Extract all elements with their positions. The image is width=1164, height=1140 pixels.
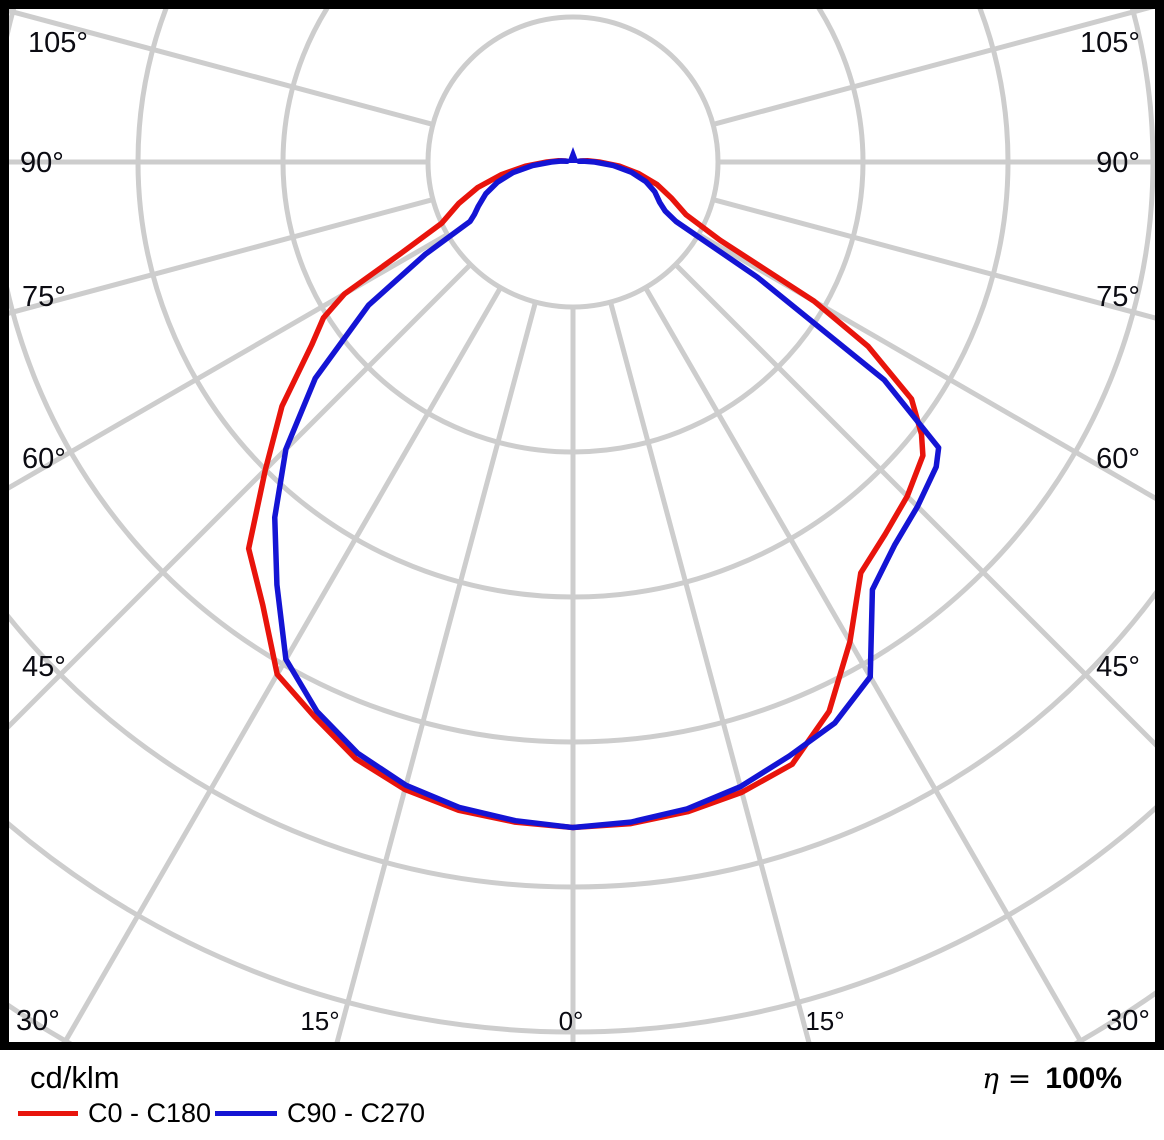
legend-label-c0-c180: C0 - C180 <box>88 1098 212 1128</box>
angle-label-left-105°: 105° <box>28 27 88 59</box>
legend-swatch-1 <box>215 1111 277 1116</box>
legend-row: C0 - C180 C90 - C270 <box>0 1098 1164 1132</box>
curve-c90-c270 <box>271 158 942 831</box>
angle-label-bottom-0: 15° <box>300 1006 339 1036</box>
angle-label-right-90°: 90° <box>1096 147 1140 179</box>
angle-label-right-75°: 75° <box>1096 281 1140 313</box>
polar-grid <box>9 9 1155 1043</box>
curve-c0-c180 <box>245 157 926 831</box>
angle-label-left-90°: 90° <box>20 147 64 179</box>
efficiency-label: η = 100% <box>982 1062 1122 1096</box>
plot-frame <box>0 0 1164 1051</box>
angle-label-right-60°: 60° <box>1096 443 1140 475</box>
angle-label-bottom-1: 0° <box>559 1006 584 1036</box>
polar-chart: 105° 90° 75° 60° 45° 30° 105° 90° 75° 60° 45° 30° 15… <box>0 0 1164 1051</box>
legend-swatch-0 <box>18 1111 78 1116</box>
angle-label-left-75°: 75° <box>22 281 66 313</box>
pole-spike <box>567 147 579 163</box>
angle-label-right-105°: 105° <box>1080 27 1140 59</box>
angle-label-right-30°: 30° <box>1106 1005 1150 1037</box>
legend-bar: cd/klm η = 100% C0 - C180 C90 - C270 <box>0 1050 1164 1140</box>
angle-label-left-45°: 45° <box>22 651 66 683</box>
eta-symbol: η = <box>982 1062 1032 1095</box>
unit-label: cd/klm <box>30 1060 120 1095</box>
angle-label-right-45°: 45° <box>1096 651 1140 683</box>
angle-label-left-60°: 60° <box>22 443 66 475</box>
eta-value: 100% <box>1045 1062 1122 1095</box>
angle-label-left-30°: 30° <box>16 1005 60 1037</box>
legend-label-c90-c270: C90 - C270 <box>287 1098 426 1128</box>
angle-label-bottom-2: 15° <box>805 1006 844 1036</box>
